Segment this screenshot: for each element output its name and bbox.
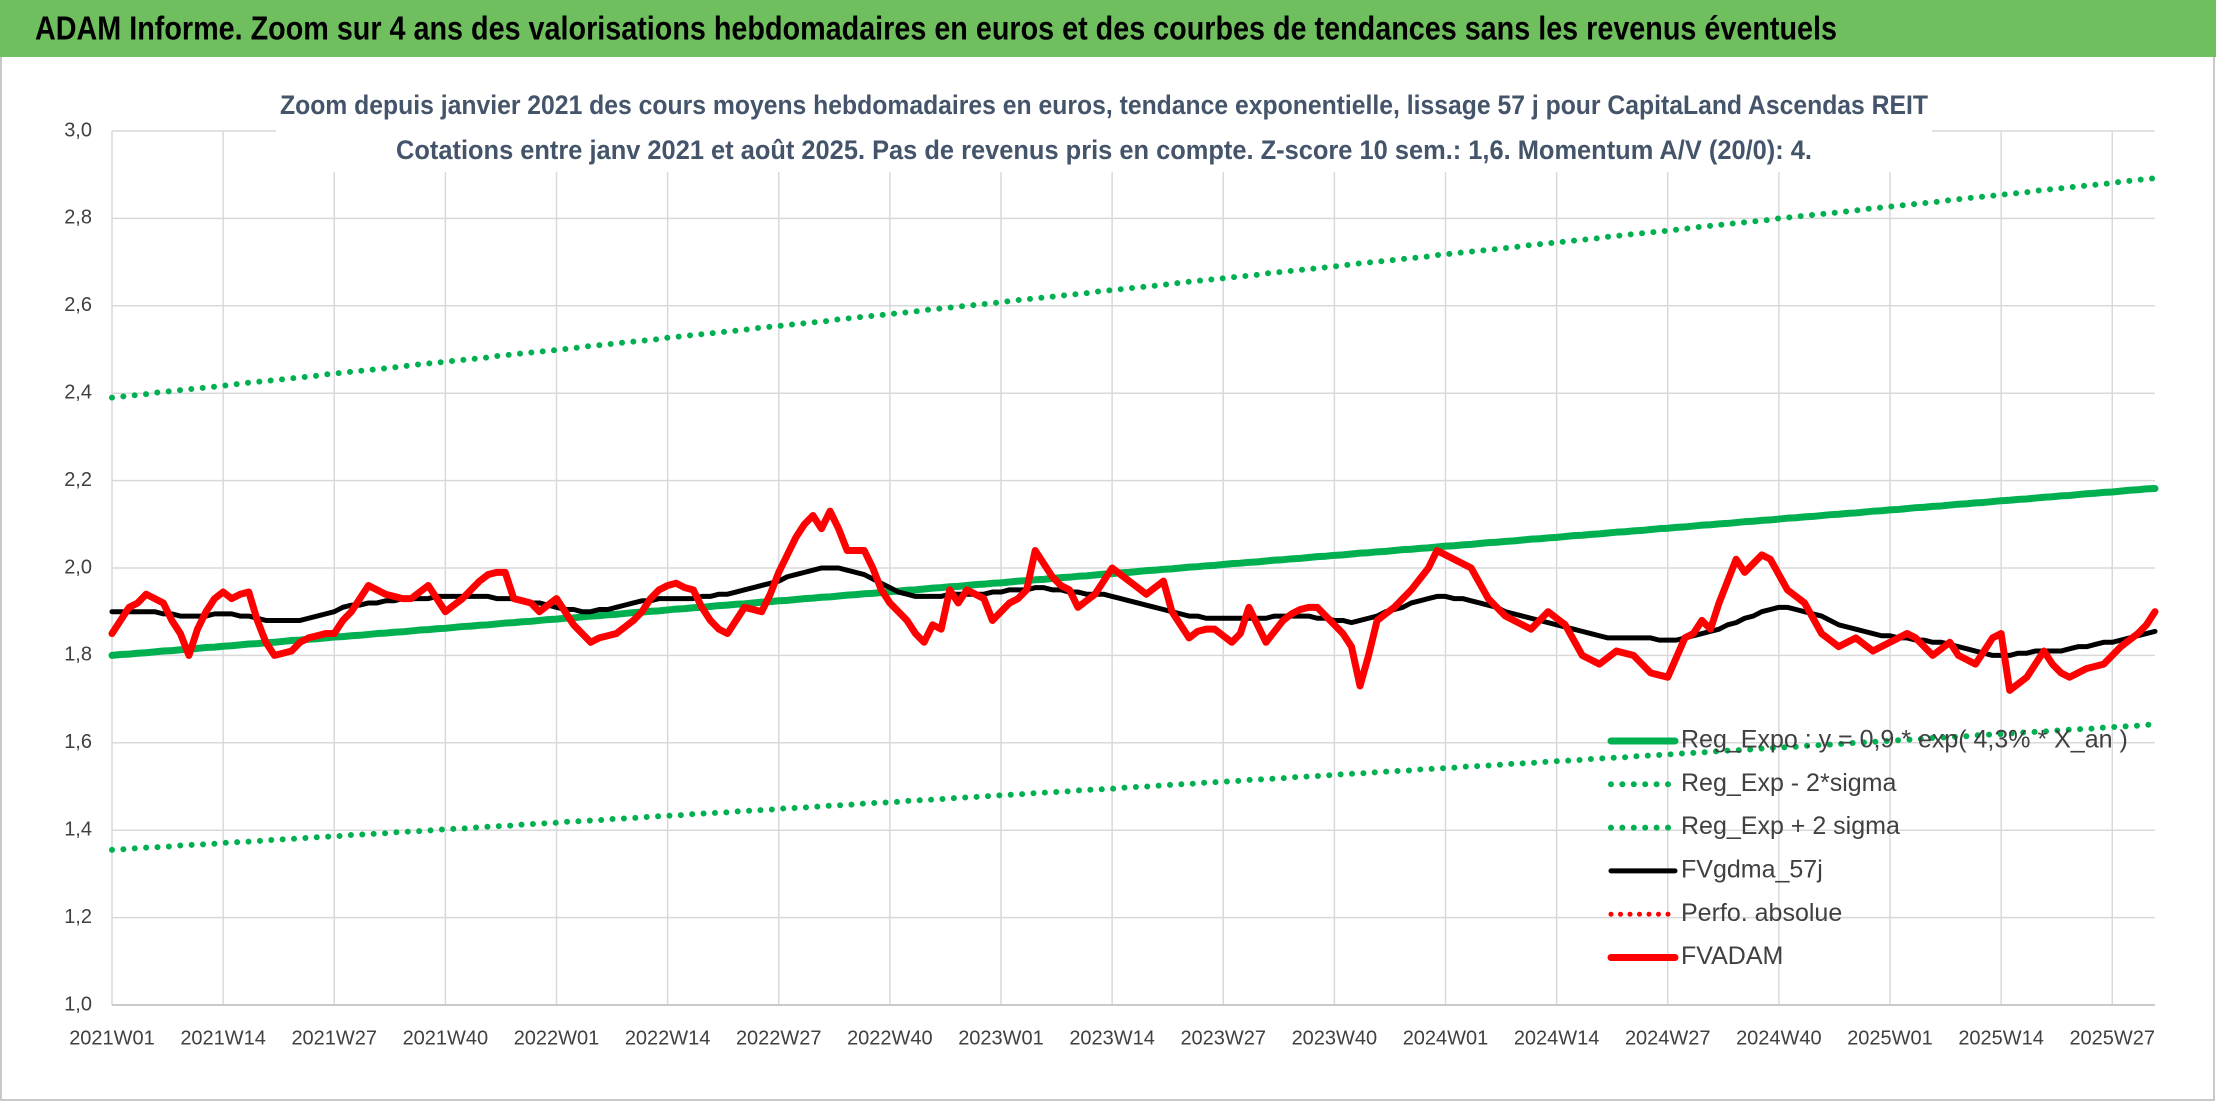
header-bar xyxy=(0,0,2216,57)
series-line xyxy=(109,175,2158,401)
x-tick-label: 2022W27 xyxy=(736,1027,822,1049)
legend-label: FVADAM xyxy=(1681,942,1783,970)
x-tick-label: 2024W01 xyxy=(1403,1027,1489,1049)
series-line xyxy=(108,484,2159,659)
x-tick-label: 2024W27 xyxy=(1625,1027,1711,1049)
x-tick-label: 2023W01 xyxy=(958,1027,1044,1049)
x-tick-label: 2021W40 xyxy=(403,1027,489,1049)
series-line xyxy=(109,721,2158,853)
x-tick-label: 2025W14 xyxy=(1958,1027,2044,1049)
x-tick-label: 2022W40 xyxy=(847,1027,933,1049)
legend: Reg_Expo : y = 0,9 * exp( 4,3% * X_an ) R… xyxy=(1607,726,2128,970)
x-tick-label: 2021W01 xyxy=(69,1027,155,1049)
x-tick-label: 2024W40 xyxy=(1736,1027,1822,1049)
x-tick-label: 2021W27 xyxy=(291,1027,377,1049)
y-tick-label: 1,0 xyxy=(64,993,92,1015)
series-line xyxy=(108,507,2159,694)
legend-label: Perfo. absolue xyxy=(1681,899,1842,927)
y-tick-label: 2,2 xyxy=(64,469,92,491)
y-tick-label: 2,8 xyxy=(64,207,92,229)
y-tick-label: 1,2 xyxy=(64,906,92,928)
x-tick-label: 2021W14 xyxy=(180,1027,266,1049)
x-tick-label: 2025W27 xyxy=(2069,1027,2155,1049)
y-tick-label: 1,8 xyxy=(64,644,92,666)
header-title: ADAM Informe. Zoom sur 4 ans des valoris… xyxy=(35,10,1837,47)
chart-subtitle: Cotations entre janv 2021 et août 2025. … xyxy=(396,135,1812,165)
x-tick-label: 2023W27 xyxy=(1180,1027,1266,1049)
x-tick-label: 2023W14 xyxy=(1069,1027,1155,1049)
y-tick-label: 2,6 xyxy=(64,294,92,316)
y-tick-label: 2,0 xyxy=(64,556,92,578)
legend-label: Reg_Exp + 2 sigma xyxy=(1681,812,1900,840)
x-tick-label: 2024W14 xyxy=(1514,1027,1600,1049)
x-tick-label: 2022W14 xyxy=(625,1027,711,1049)
x-tick-label: 2022W01 xyxy=(514,1027,600,1049)
chart-title: Zoom depuis janvier 2021 des cours moyen… xyxy=(280,90,1928,120)
y-tick-label: 1,4 xyxy=(64,818,92,840)
title-background xyxy=(276,85,1932,172)
y-tick-label: 3,0 xyxy=(64,119,92,141)
x-tick-label: 2025W01 xyxy=(1847,1027,1933,1049)
legend-label: FVgdma_57j xyxy=(1681,856,1823,884)
legend-label: Reg_Expo : y = 0,9 * exp( 4,3% * X_an ) xyxy=(1681,726,2128,754)
legend-label: Reg_Exp - 2*sigma xyxy=(1681,769,1896,797)
y-tick-label: 2,4 xyxy=(64,381,92,403)
y-tick-label: 1,6 xyxy=(64,731,92,753)
plot-area: 1,0 1,2 1,4 1,6 1,8 2,0 2,2 2,4 2,6 2,8 3,0 2021W01… xyxy=(64,119,2159,1049)
x-tick-label: 2023W40 xyxy=(1292,1027,1378,1049)
